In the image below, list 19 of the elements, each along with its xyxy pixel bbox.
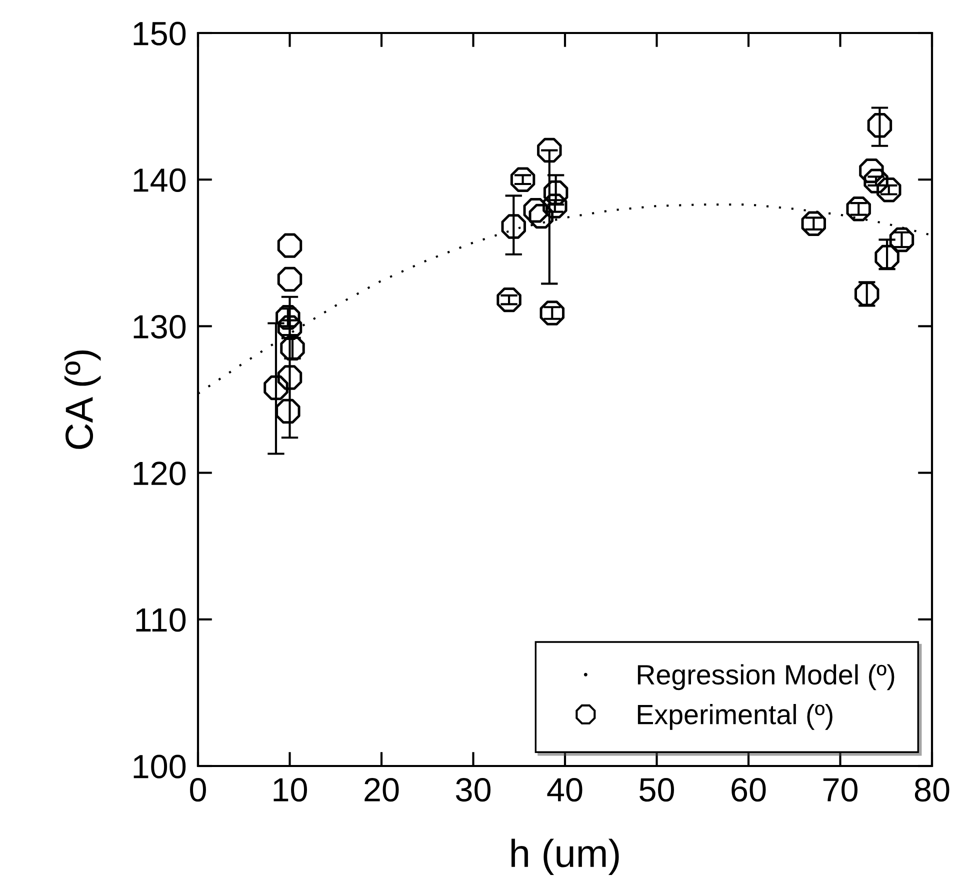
- x-tick-label: 70: [823, 778, 858, 802]
- x-tick-label: 80: [914, 778, 950, 802]
- x-tick-label: 20: [364, 778, 399, 802]
- x-tick-label: 40: [547, 778, 582, 802]
- x-tick-label: 60: [732, 778, 766, 802]
- x-tick-label: 10: [274, 778, 307, 802]
- x-tick-label: 30: [456, 778, 490, 802]
- x-tick-label: 50: [640, 778, 674, 802]
- y-tick-label: 100: [134, 754, 186, 778]
- legend-label: Experimental (º): [638, 704, 832, 730]
- y-tick-label: 110: [136, 608, 186, 632]
- x-tick-label: 0: [190, 778, 206, 802]
- x-axis-title: h (um): [512, 838, 619, 875]
- y-tick-label: 140: [134, 168, 186, 192]
- y-tick-label: 120: [134, 462, 186, 486]
- y-tick-label: 150: [134, 22, 186, 46]
- y-tick-label: 130: [134, 315, 186, 339]
- y-axis-title: CA (º): [64, 350, 101, 449]
- legend-label: Regression Model (º): [638, 664, 894, 690]
